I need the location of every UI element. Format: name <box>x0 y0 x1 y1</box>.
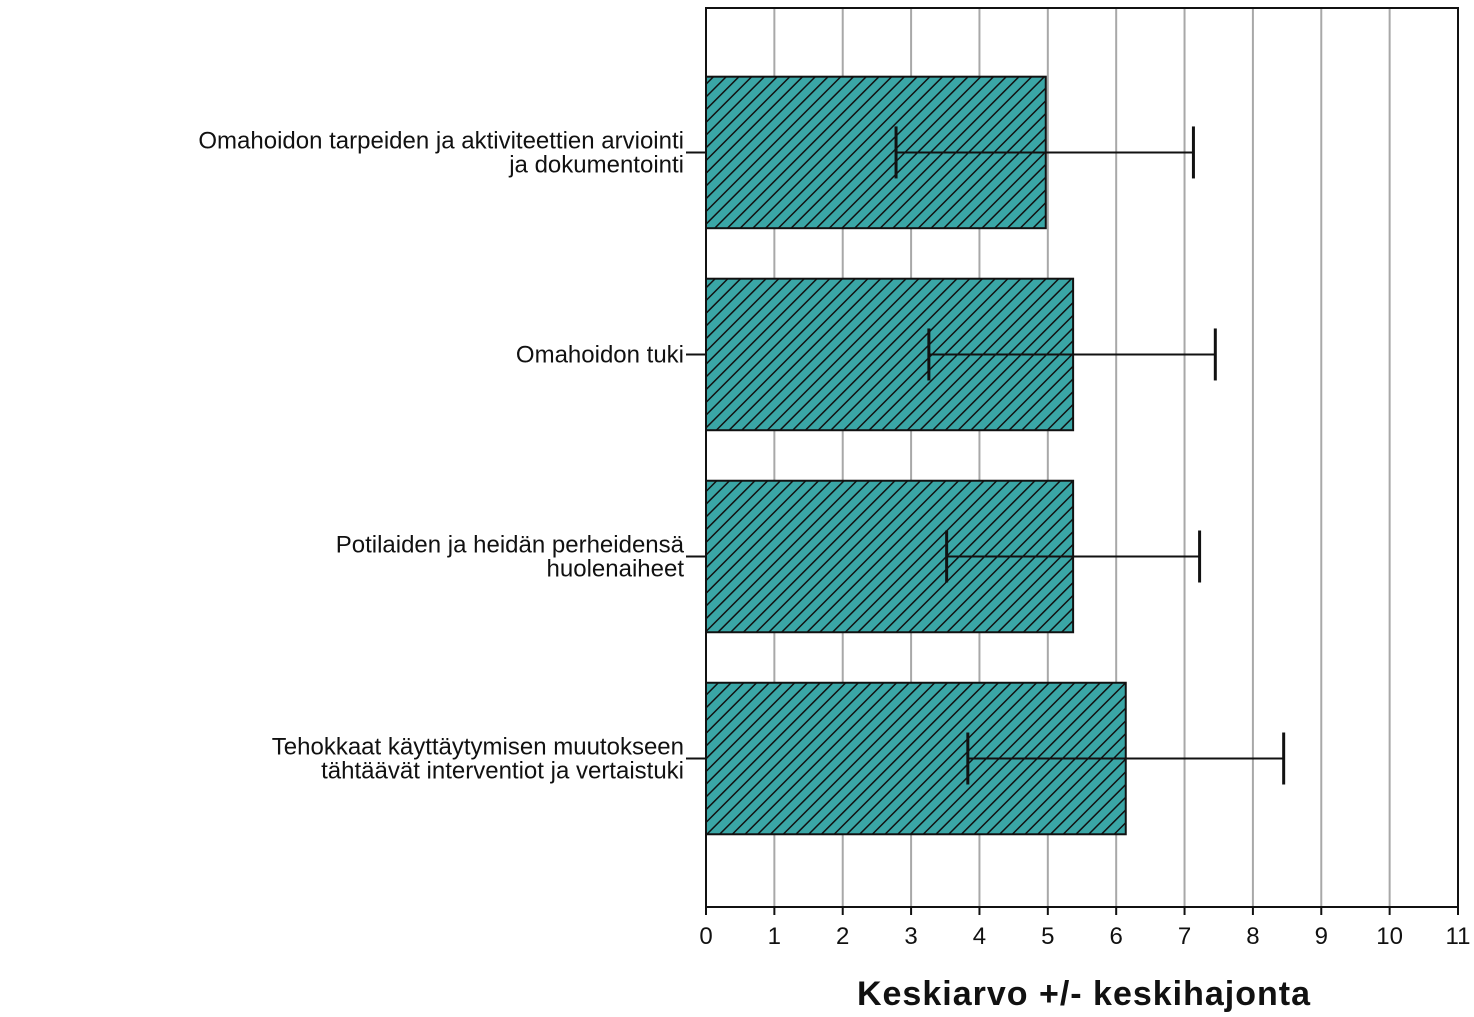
x-tick-label: 8 <box>1246 923 1259 950</box>
category-label-line: Potilaiden ja heidän perheidensä <box>336 531 685 558</box>
x-tick-label: 0 <box>699 923 712 950</box>
bars <box>705 75 1127 836</box>
x-tick-label: 4 <box>973 923 986 950</box>
category-label-line: tähtäävät interventiot ja vertaistuki <box>321 758 684 785</box>
x-axis-title: Keskiarvo +/- keskihajonta <box>857 975 1311 1012</box>
category-label: Potilaiden ja heidän perheidensä huolenai… <box>336 531 685 582</box>
category-label: Omahoidon tarpeiden ja aktiviteettien ar… <box>198 127 684 178</box>
category-label-line: Tehokkaat käyttäytymisen muutokseen <box>272 734 684 761</box>
x-tick-label: 2 <box>836 923 849 950</box>
x-tick-label: 7 <box>1178 923 1191 950</box>
x-tick-label: 11 <box>1446 923 1471 950</box>
category-label-line: ja dokumentointi <box>508 151 684 178</box>
x-tick-label: 10 <box>1376 923 1403 950</box>
x-tick-label: 9 <box>1315 923 1328 950</box>
category-label-line: huolenaiheet <box>547 555 685 582</box>
axes: 0 1 2 3 4 5 6 7 8 9 10 11 <box>686 7 1471 950</box>
category-label: Omahoidon tuki <box>516 341 684 368</box>
plot-frame <box>705 7 1459 908</box>
labels: Omahoidon tarpeiden ja aktiviteettien ar… <box>198 127 684 784</box>
x-tick-label: 6 <box>1110 923 1123 950</box>
category-label-line: Omahoidon tarpeiden ja aktiviteettien ar… <box>198 127 684 154</box>
category-label: Tehokkaat käyttäytymisen muutokseen tähtä… <box>272 734 684 785</box>
x-tick-label: 5 <box>1041 923 1054 950</box>
category-label-line: Omahoidon tuki <box>516 341 684 368</box>
x-tick-label: 3 <box>904 923 917 950</box>
error-bars <box>894 126 1286 785</box>
x-tick-label: 1 <box>768 923 781 950</box>
